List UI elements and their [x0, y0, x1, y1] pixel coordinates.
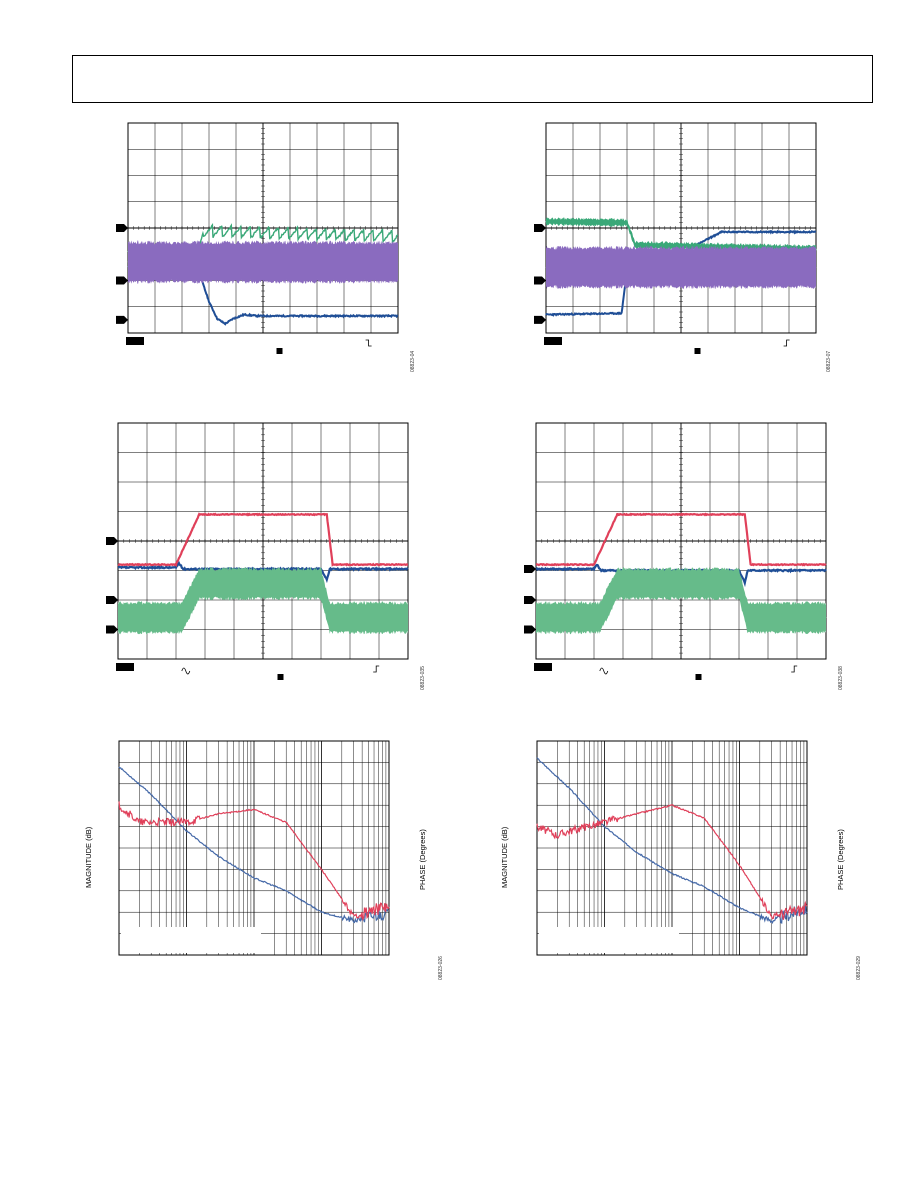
figure-id-6: 08823-029 — [856, 956, 862, 980]
trace-ch2 — [535, 512, 827, 567]
scope-plot-2 — [534, 122, 817, 354]
scope-plot-4 — [524, 422, 827, 680]
scope-figure-2 — [530, 122, 830, 372]
scope-figure-1 — [112, 122, 412, 372]
figure-id-3: 08823-035 — [420, 666, 426, 690]
scope-figure-3 — [102, 422, 422, 687]
trigger-edge-icon — [365, 339, 372, 347]
figure-id-4: 08823-038 — [838, 666, 844, 690]
figure-id-2: 08823-07 — [826, 350, 832, 372]
channel-marker-3 — [116, 315, 128, 324]
bode2-ylabel-left: MAGNITUDE (dB) — [500, 826, 509, 888]
readout-box — [126, 337, 144, 345]
ac-coupling-icon — [181, 667, 191, 675]
trace-band-ch3 — [536, 567, 826, 635]
channel-marker-3 — [106, 625, 118, 634]
trace-ch1 — [118, 560, 409, 584]
channel-marker-1 — [106, 537, 118, 545]
trigger-edge-icon — [373, 665, 380, 673]
channel-marker-2 — [534, 276, 546, 285]
legend-area — [121, 927, 261, 953]
bode2-ylabel-right: PHASE (Degrees) — [836, 829, 845, 890]
trigger-edge-icon — [783, 339, 790, 347]
trace-ch2 — [117, 512, 408, 568]
bode-plot-2 — [536, 740, 808, 956]
phase-trace — [118, 801, 390, 922]
channel-marker-2 — [106, 596, 118, 604]
scope-plot-1 — [116, 122, 399, 354]
bode-figure-1 — [118, 740, 390, 956]
figure-id-5: 08823-026 — [438, 956, 444, 980]
scope-figure-4 — [520, 422, 840, 687]
trigger-marker — [695, 674, 702, 680]
trigger-edge-icon — [791, 665, 798, 673]
page-header-box — [72, 55, 873, 103]
bode-figure-2 — [536, 740, 808, 956]
readout-box — [534, 663, 552, 671]
bode1-ylabel-left: MAGNITUDE (dB) — [84, 826, 93, 888]
bode-plot-1 — [118, 740, 390, 956]
channel-marker-1 — [534, 224, 546, 232]
readout-box — [544, 337, 562, 345]
channel-marker-1 — [524, 565, 536, 574]
figure-id-1: 08823-04 — [410, 350, 416, 372]
channel-marker-3 — [534, 315, 546, 324]
phase-trace — [536, 804, 808, 920]
trigger-marker — [694, 348, 701, 354]
channel-marker-2 — [116, 276, 128, 285]
trace-band-ch3 — [128, 240, 398, 284]
scope-plot-3 — [106, 422, 409, 680]
readout-box — [116, 663, 134, 671]
channel-marker-1 — [116, 224, 128, 232]
magnitude-trace — [118, 766, 390, 924]
channel-marker-2 — [524, 596, 536, 604]
legend-area — [539, 927, 679, 953]
trigger-marker — [276, 348, 283, 354]
bode1-ylabel-right: PHASE (Degrees) — [418, 829, 427, 890]
trace-band-ch3 — [118, 567, 408, 635]
trace-band-ch2 — [546, 217, 816, 254]
trace-band-ch3 — [546, 245, 816, 289]
trigger-marker — [277, 674, 284, 680]
magnitude-trace — [536, 757, 808, 924]
channel-marker-3 — [524, 625, 536, 634]
ac-coupling-icon — [599, 667, 609, 675]
